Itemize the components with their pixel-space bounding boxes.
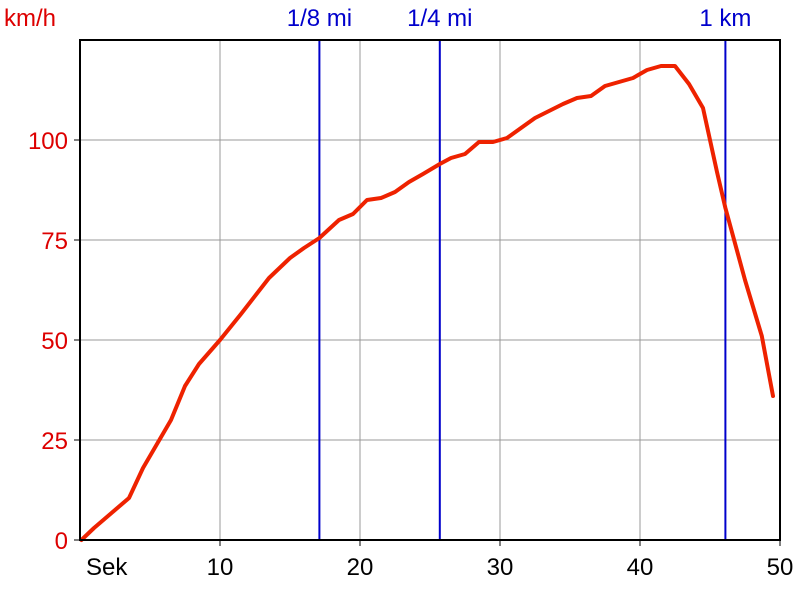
y-tick-label: 0 bbox=[55, 528, 68, 555]
y-tick-label: 100 bbox=[28, 128, 68, 155]
y-axis-label: km/h bbox=[4, 5, 56, 32]
x-tick-label: 10 bbox=[207, 554, 234, 581]
x-tick-label: 30 bbox=[487, 554, 514, 581]
distance-marker-label: 1/8 mi bbox=[287, 5, 352, 32]
x-tick-label: 40 bbox=[627, 554, 654, 581]
y-tick-label: 25 bbox=[41, 428, 68, 455]
x-axis-label: Sek bbox=[86, 554, 128, 581]
grid-lines bbox=[80, 40, 780, 540]
x-tick-label: 50 bbox=[767, 554, 794, 581]
distance-markers: 1/8 mi 1/4 mi 1 km bbox=[287, 5, 751, 540]
x-tick-label: 20 bbox=[347, 554, 374, 581]
series-layer bbox=[79, 64, 775, 542]
y-tick-label: 50 bbox=[41, 328, 68, 355]
distance-marker-label: 1 km bbox=[699, 5, 751, 32]
y-tick-label: 75 bbox=[41, 228, 68, 255]
distance-marker-label: 1/4 mi bbox=[407, 5, 472, 32]
speed-series-line bbox=[79, 64, 775, 542]
tick-labels: 10 20 30 40 50 0 25 50 75 100 bbox=[28, 128, 793, 581]
plot-frame bbox=[79, 39, 781, 541]
